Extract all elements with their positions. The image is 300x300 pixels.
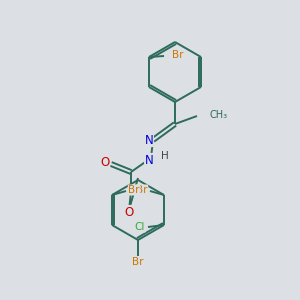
Text: O: O	[100, 157, 109, 169]
Text: H: H	[161, 151, 169, 161]
Text: Br: Br	[136, 185, 148, 195]
Text: N: N	[145, 134, 153, 146]
Text: N: N	[145, 154, 153, 166]
Text: Br: Br	[132, 257, 144, 267]
Text: O: O	[124, 206, 134, 218]
Text: Br: Br	[172, 50, 184, 60]
Text: CH₃: CH₃	[209, 110, 227, 120]
Text: Cl: Cl	[135, 222, 145, 232]
Text: Br: Br	[128, 185, 140, 195]
